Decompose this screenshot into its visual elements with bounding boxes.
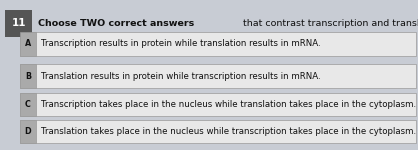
Text: Transcription takes place in the nucleus while translation takes place in the cy: Transcription takes place in the nucleus… [41, 100, 416, 109]
Text: Translation results in protein while transcription results in mRNA.: Translation results in protein while tra… [41, 72, 321, 81]
FancyBboxPatch shape [20, 120, 416, 143]
Text: Translation takes place in the nucleus while transcription takes place in the cy: Translation takes place in the nucleus w… [41, 127, 416, 136]
Text: Transcription results in protein while translation results in mRNA.: Transcription results in protein while t… [41, 39, 321, 48]
FancyBboxPatch shape [20, 32, 36, 56]
FancyBboxPatch shape [20, 64, 416, 88]
Text: C: C [25, 100, 31, 109]
FancyBboxPatch shape [20, 120, 36, 143]
Text: B: B [25, 72, 31, 81]
Text: A: A [25, 39, 31, 48]
FancyBboxPatch shape [20, 93, 36, 116]
FancyBboxPatch shape [5, 10, 32, 37]
FancyBboxPatch shape [20, 64, 36, 88]
Text: Choose TWO correct answers: Choose TWO correct answers [38, 19, 195, 28]
Text: D: D [25, 127, 31, 136]
Text: that contrast transcription and translation.: that contrast transcription and translat… [240, 19, 418, 28]
Text: 11: 11 [11, 18, 26, 28]
FancyBboxPatch shape [20, 32, 416, 56]
FancyBboxPatch shape [20, 93, 416, 116]
